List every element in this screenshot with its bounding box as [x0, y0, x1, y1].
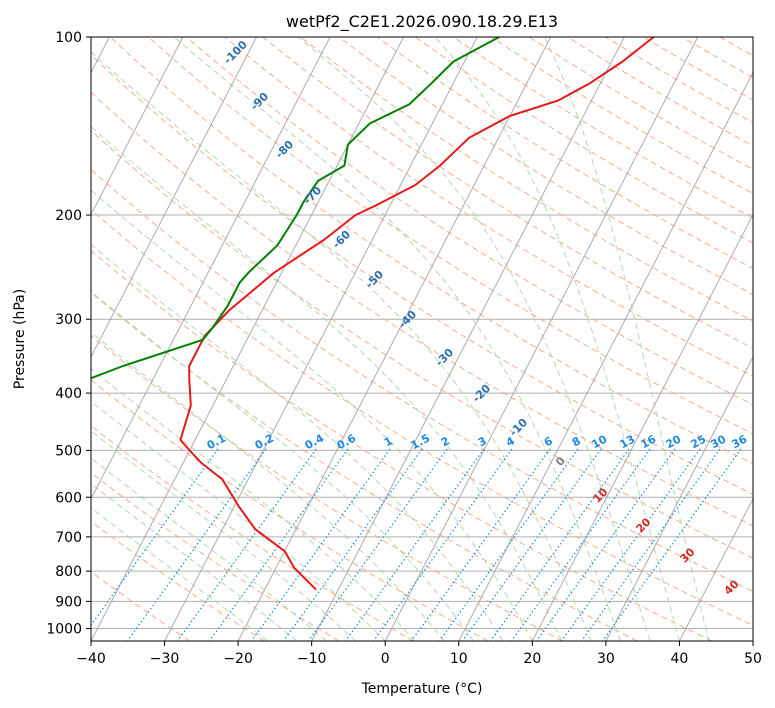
moist-adiabat	[91, 51, 592, 641]
y-axis: 100 200 300 400 500 600 700 800 900 1000	[46, 30, 91, 637]
isotherm-line	[678, 497, 753, 641]
dry-adiabat	[338, 37, 753, 296]
moist-adiabat	[91, 368, 415, 641]
y-tick-label: 300	[55, 312, 82, 328]
dry-adiabat	[91, 54, 753, 495]
x-tick-label: −40	[76, 651, 106, 667]
dry-adiabat	[91, 379, 489, 641]
dry-adiabat	[91, 291, 638, 641]
dry-adiabat	[224, 37, 753, 377]
y-tick-label: 700	[55, 530, 82, 546]
mixing-ratio-label: 25	[689, 433, 709, 452]
x-tick-label: 20	[523, 651, 541, 667]
x-tick-label: 0	[381, 651, 390, 667]
y-tick-label: 100	[55, 30, 82, 46]
pressure-grid	[91, 37, 753, 629]
chart-title: wetPf2_C2E1.2026.090.18.29.E13	[286, 12, 558, 32]
isotherm-line	[91, 37, 405, 641]
profile-series	[91, 37, 655, 591]
dewpoint-profile-line	[91, 37, 500, 380]
x-axis: −40 −30 −20 −10 0 10 20 30 40 50	[76, 641, 762, 667]
isotherm-line	[384, 37, 699, 641]
isotherms	[91, 37, 753, 641]
moist-adiabat	[91, 243, 504, 641]
x-axis-title: Temperature (°C)	[361, 681, 483, 697]
x-tick-label: −30	[150, 651, 180, 667]
moist-adiabat	[91, 483, 298, 641]
dry-adiabat	[91, 91, 753, 527]
mixing-ratio-label: 10	[590, 432, 610, 451]
dry-adiabat	[91, 168, 753, 592]
y-axis-title: Pressure (hPa)	[12, 289, 28, 389]
isotherm-line	[91, 37, 331, 500]
moist-adiabat	[91, 126, 563, 641]
moist-adiabat	[434, 37, 680, 641]
plot-frame	[90, 36, 754, 642]
dry-adiabat	[91, 425, 414, 641]
plot-area: 0.1 0.2 0.4 0.6 1 1.5 2 3 4 6 8 10 13 16 20 25 30 36-100-…	[91, 37, 753, 641]
moist-adiabat	[91, 457, 327, 641]
isotherm-line	[605, 355, 753, 641]
moist-adiabat	[91, 400, 386, 641]
x-tick-label: −20	[223, 651, 253, 667]
y-tick-label: 900	[55, 594, 82, 610]
isotherm-line	[237, 37, 552, 641]
isotherm-line	[91, 37, 257, 358]
mixing-ratio-label: 36	[730, 432, 750, 451]
dry-adiabat	[186, 37, 753, 406]
moist-adiabat	[91, 430, 357, 641]
x-tick-label: 50	[744, 651, 762, 667]
x-tick-label: 30	[597, 651, 615, 667]
y-tick-label: 600	[55, 490, 82, 506]
moist-adiabat	[297, 37, 651, 641]
isotherm-line	[458, 71, 753, 641]
dry-adiabat	[91, 571, 190, 641]
mixing-ratio-label: 13	[618, 433, 638, 452]
isotherm-line	[164, 37, 478, 641]
x-tick-label: −10	[297, 651, 327, 667]
y-tick-label: 1000	[46, 621, 82, 637]
moist-adiabat	[544, 37, 710, 641]
isotherm-line	[91, 37, 184, 216]
y-tick-label: 400	[55, 386, 82, 402]
moist-adiabat	[91, 331, 445, 641]
y-tick-label: 500	[55, 443, 82, 459]
x-tick-label: 10	[450, 651, 468, 667]
mixing-ratio-label: 30	[709, 432, 729, 451]
moist-adiabat	[173, 37, 622, 641]
mixing-ratio-label: 20	[664, 432, 684, 451]
mixing-ratio-label: 16	[639, 432, 659, 451]
moist-adiabat	[91, 189, 533, 641]
isotherm-line	[311, 37, 625, 641]
moist-adiabats	[91, 37, 710, 641]
y-tick-label: 200	[55, 208, 82, 224]
y-tick-label: 800	[55, 564, 82, 580]
dry-adiabats	[91, 37, 753, 641]
dry-adiabat	[91, 249, 713, 641]
x-tick-label: 40	[671, 651, 689, 667]
